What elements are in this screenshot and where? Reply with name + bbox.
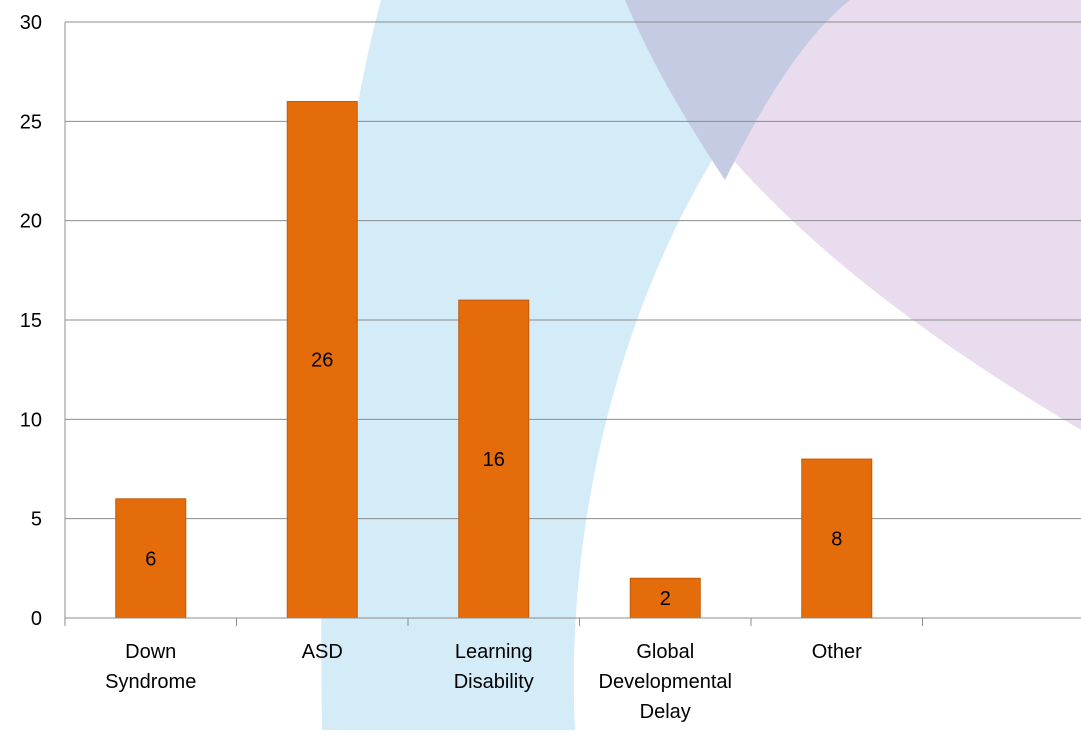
x-tick-label: ASD bbox=[302, 641, 343, 663]
x-tick-label: Global bbox=[636, 641, 694, 663]
background-swoosh-overlap bbox=[625, 0, 850, 180]
data-label: 6 bbox=[145, 548, 156, 570]
data-label: 2 bbox=[660, 588, 671, 610]
x-tick-label: Down bbox=[125, 641, 176, 663]
data-label: 8 bbox=[831, 529, 842, 551]
data-label: 26 bbox=[311, 350, 333, 372]
background-swoosh-blue bbox=[321, 0, 850, 730]
y-tick-label: 5 bbox=[31, 509, 42, 531]
bar bbox=[458, 299, 530, 619]
y-tick-label: 0 bbox=[31, 608, 42, 630]
x-tick-label: Other bbox=[812, 641, 862, 663]
bar bbox=[629, 577, 701, 619]
y-tick-label: 30 bbox=[20, 12, 42, 34]
gridlines bbox=[65, 21, 1081, 520]
labels: 0 5 10 15 20 25 30 6 Down Syndrome 26 ASD 16 Learning… bbox=[20, 12, 862, 723]
bar bbox=[286, 100, 358, 619]
x-tick-label: Developmental bbox=[599, 671, 732, 693]
background-decoration bbox=[321, 0, 1081, 730]
data-label: 16 bbox=[483, 449, 505, 471]
y-tick-label: 15 bbox=[20, 310, 42, 332]
y-tick-label: 25 bbox=[20, 111, 42, 133]
axes bbox=[64, 22, 1081, 626]
x-tick-label: Delay bbox=[640, 701, 691, 723]
bar bbox=[801, 458, 873, 619]
y-tick-label: 10 bbox=[20, 409, 42, 431]
bars bbox=[115, 100, 873, 619]
x-tick-label: Syndrome bbox=[105, 671, 196, 693]
x-tick-label: Learning bbox=[455, 641, 533, 663]
x-tick-label: Disability bbox=[454, 671, 534, 693]
y-tick-label: 20 bbox=[20, 211, 42, 233]
